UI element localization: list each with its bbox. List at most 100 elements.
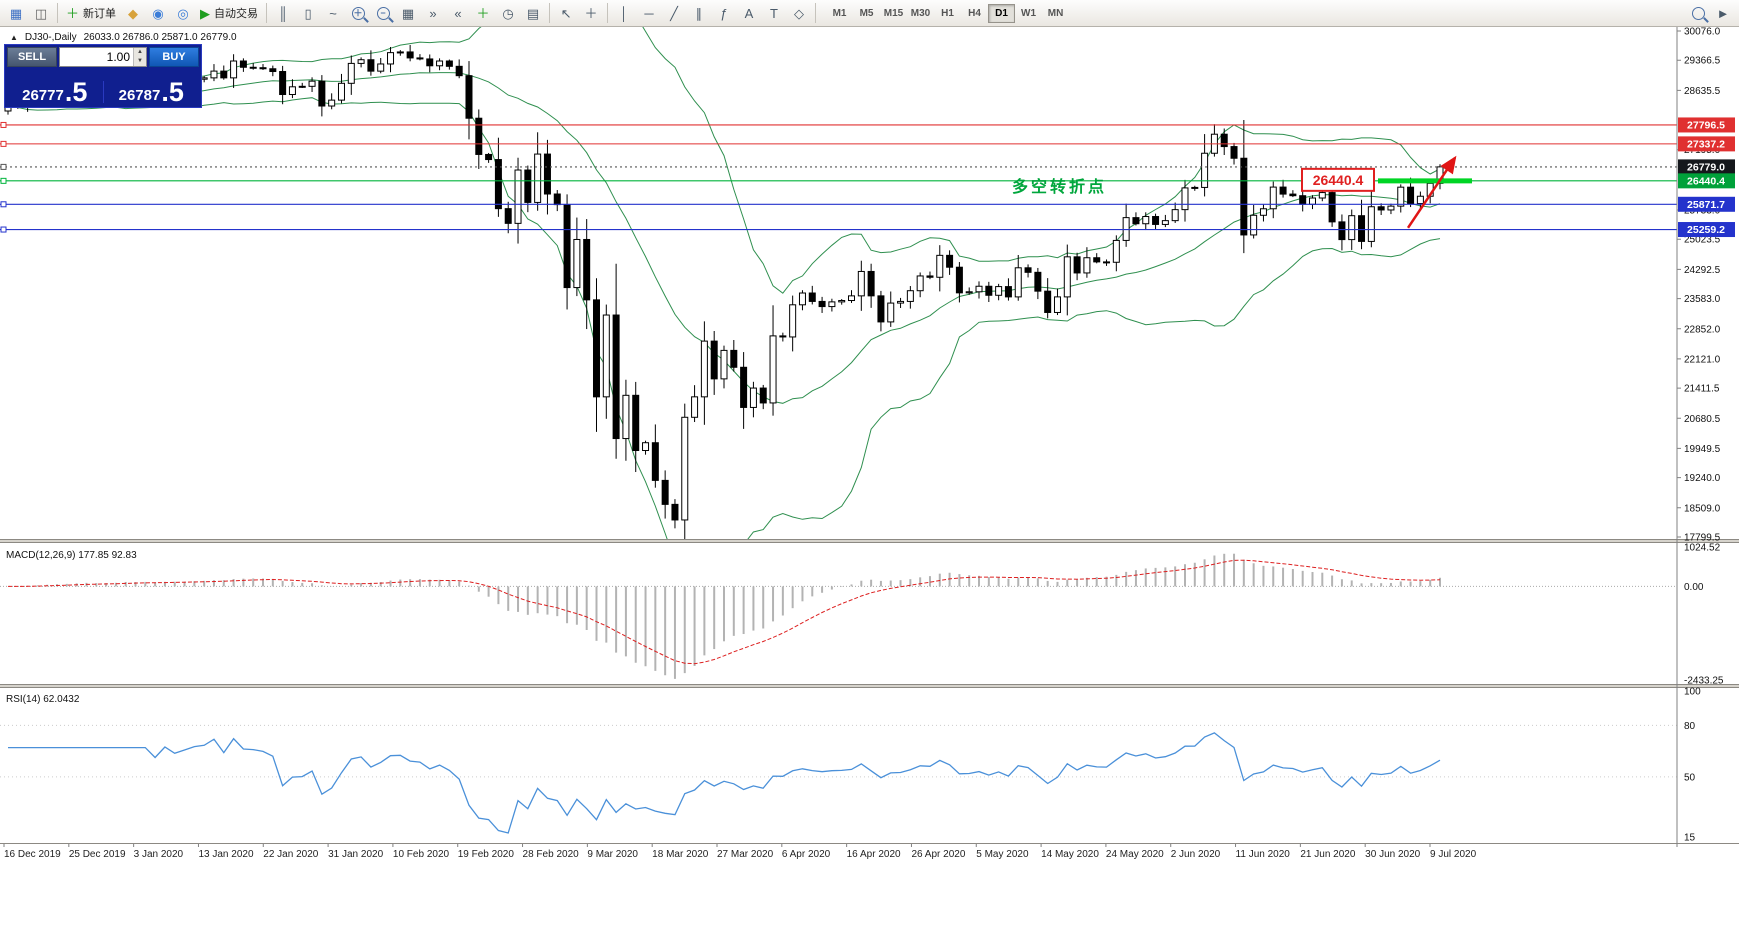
svg-text:15: 15 <box>1684 833 1696 844</box>
chart-canvas[interactable]: 多空转折点 26440.4 MACD(12,26,9) 177.85 92.83 RS… <box>0 27 1739 950</box>
svg-text:27337.2: 27337.2 <box>1687 138 1725 150</box>
date-axis: 16 Dec 2019 25 Dec 2019 3 Jan 2020 13 Jan 2… <box>3 844 1477 860</box>
zoom-out-icon[interactable]: − <box>371 2 395 24</box>
toolbar: ▦ ◫ ＋新订单 ◆ ◉ ◎ ▶ 自动交易 ║ ▯ ~ ＋ − ▦» «＋ ◷ ▤ ↖ ＋ │ ─ ╱ ∥ ƒ A T ◇ M1 M5 M… <box>0 0 1739 27</box>
svg-text:14 May 2020: 14 May 2020 <box>1041 849 1099 860</box>
chart-windows-icon[interactable]: ◫ <box>29 2 53 24</box>
svg-text:18509.0: 18509.0 <box>1684 503 1721 514</box>
trendline-icon[interactable]: ╱ <box>662 2 686 24</box>
channel-icon[interactable]: ∥ <box>687 2 711 24</box>
price-tag <box>1678 173 1735 189</box>
svg-text:6 Apr 2020: 6 Apr 2020 <box>782 849 831 860</box>
chart-shift-icon[interactable]: « <box>446 2 470 24</box>
line-chart-icon[interactable]: ~ <box>321 2 345 24</box>
timeframe-m15[interactable]: M15 <box>880 4 907 23</box>
buy-button[interactable]: BUY <box>149 47 199 67</box>
svg-text:11 Jun 2020: 11 Jun 2020 <box>1236 849 1291 860</box>
svg-text:5 May 2020: 5 May 2020 <box>976 849 1029 860</box>
svg-text:26779.0: 26779.0 <box>1687 161 1725 173</box>
svg-text:27 Mar 2020: 27 Mar 2020 <box>717 849 774 860</box>
periods-icon[interactable]: ◷ <box>496 2 520 24</box>
timeframe-mn[interactable]: MN <box>1042 4 1069 23</box>
vertical-line-icon[interactable]: │ <box>612 2 636 24</box>
rsi-panel: RSI(14) 62.0432 <box>0 694 1677 834</box>
timeframe-m1[interactable]: M1 <box>826 4 853 23</box>
toolbar-separator <box>549 3 551 23</box>
timeframe-w1[interactable]: W1 <box>1015 4 1042 23</box>
svg-text:26 Apr 2020: 26 Apr 2020 <box>911 849 965 860</box>
timeframe-h4[interactable]: H4 <box>961 4 988 23</box>
collapse-icon[interactable]: ▲ <box>10 33 18 42</box>
annotation-text: 多空转折点 <box>1012 177 1107 196</box>
svg-text:13 Jan 2020: 13 Jan 2020 <box>198 849 253 860</box>
horizontal-line-icon[interactable]: ─ <box>637 2 661 24</box>
candles-layer <box>4 44 1444 539</box>
autotrading-button[interactable]: ▶ 自动交易 <box>196 2 262 24</box>
fibonacci-icon[interactable]: ƒ <box>712 2 736 24</box>
svg-text:20680.5: 20680.5 <box>1684 414 1721 425</box>
svg-text:19949.5: 19949.5 <box>1684 444 1721 455</box>
indicators-icon[interactable]: ＋ <box>471 2 495 24</box>
timeframe-h1[interactable]: H1 <box>934 4 961 23</box>
svg-text:19240.0: 19240.0 <box>1684 473 1721 484</box>
svg-text:24292.5: 24292.5 <box>1684 265 1721 276</box>
price-tag <box>1678 136 1735 152</box>
svg-text:10 Feb 2020: 10 Feb 2020 <box>393 849 450 860</box>
one-click-trading-panel: SELL ▲ ▼ BUY 26777.5 26787.5 <box>4 44 202 108</box>
toolbar-separator <box>607 3 609 23</box>
svg-text:31 Jan 2020: 31 Jan 2020 <box>328 849 383 860</box>
price-tag <box>1678 196 1735 212</box>
volume-input[interactable] <box>60 48 133 66</box>
svg-text:26440.4: 26440.4 <box>1313 172 1364 188</box>
templates-icon[interactable]: ▤ <box>521 2 545 24</box>
bollinger-bands <box>7 27 1441 539</box>
market-icon[interactable]: ◆ <box>121 2 145 24</box>
volume-down-icon[interactable]: ▼ <box>134 57 146 66</box>
toolbar-separator <box>266 3 268 23</box>
pointer-tool-icon[interactable]: ► <box>1711 2 1735 24</box>
timeframe-group: M1 M5 M15 M30 H1 H4 D1 W1 MN <box>826 3 1069 23</box>
chart-symbol-bar: ▲ DJ30-,Daily 26033.0 26786.0 25871.0 26… <box>7 31 240 44</box>
cursor-icon[interactable]: ↖ <box>554 2 578 24</box>
svg-text:9 Jul 2020: 9 Jul 2020 <box>1430 849 1477 860</box>
macd-label: MACD(12,26,9) 177.85 92.83 <box>6 550 137 561</box>
timeframe-d1[interactable]: D1 <box>988 3 1016 23</box>
chart-area[interactable]: 多空转折点 26440.4 MACD(12,26,9) 177.85 92.83 RS… <box>0 27 1739 950</box>
new-order-button[interactable]: ＋新订单 <box>62 2 120 24</box>
svg-text:80: 80 <box>1684 721 1696 732</box>
toolbar-separator <box>57 3 58 23</box>
svg-text:17799.5: 17799.5 <box>1684 533 1721 544</box>
svg-text:24 May 2020: 24 May 2020 <box>1106 849 1164 860</box>
news-icon[interactable]: ◎ <box>171 2 195 24</box>
svg-text:26440.4: 26440.4 <box>1687 175 1725 187</box>
crosshair-icon[interactable]: ＋ <box>579 2 603 24</box>
svg-text:30076.0: 30076.0 <box>1684 27 1721 38</box>
chart-objects: 多空转折点 26440.4 <box>1012 155 1472 229</box>
trend-arrow <box>1406 155 1457 229</box>
svg-text:25 Dec 2019: 25 Dec 2019 <box>69 849 126 860</box>
zoom-in-icon[interactable]: ＋ <box>346 2 370 24</box>
volume-up-icon[interactable]: ▲ <box>134 48 146 57</box>
svg-text:3 Jan 2020: 3 Jan 2020 <box>134 849 184 860</box>
bar-chart-icon[interactable]: ║ <box>271 2 295 24</box>
label-icon[interactable]: T <box>762 2 786 24</box>
search-icon[interactable] <box>1686 2 1710 24</box>
svg-text:16 Apr 2020: 16 Apr 2020 <box>847 849 901 860</box>
candle-chart-icon[interactable]: ▯ <box>296 2 320 24</box>
community-icon[interactable]: ◉ <box>146 2 170 24</box>
new-chart-icon[interactable]: ▦ <box>4 2 28 24</box>
timeframe-m30[interactable]: M30 <box>907 4 934 23</box>
sell-button[interactable]: SELL <box>7 47 57 67</box>
timeframe-m5[interactable]: M5 <box>853 4 880 23</box>
buy-price[interactable]: 26787.5 <box>102 78 200 105</box>
shapes-icon[interactable]: ◇ <box>787 2 811 24</box>
svg-text:21 Jun 2020: 21 Jun 2020 <box>1300 849 1355 860</box>
tile-windows-icon[interactable]: ▦ <box>396 2 420 24</box>
volume-stepper[interactable]: ▲ ▼ <box>59 47 147 67</box>
svg-text:25259.2: 25259.2 <box>1687 224 1725 236</box>
rsi-label: RSI(14) 62.0432 <box>6 694 80 705</box>
svg-text:9 Mar 2020: 9 Mar 2020 <box>587 849 638 860</box>
sell-price[interactable]: 26777.5 <box>22 76 88 107</box>
text-icon[interactable]: A <box>737 2 761 24</box>
auto-scroll-icon[interactable]: » <box>421 2 445 24</box>
